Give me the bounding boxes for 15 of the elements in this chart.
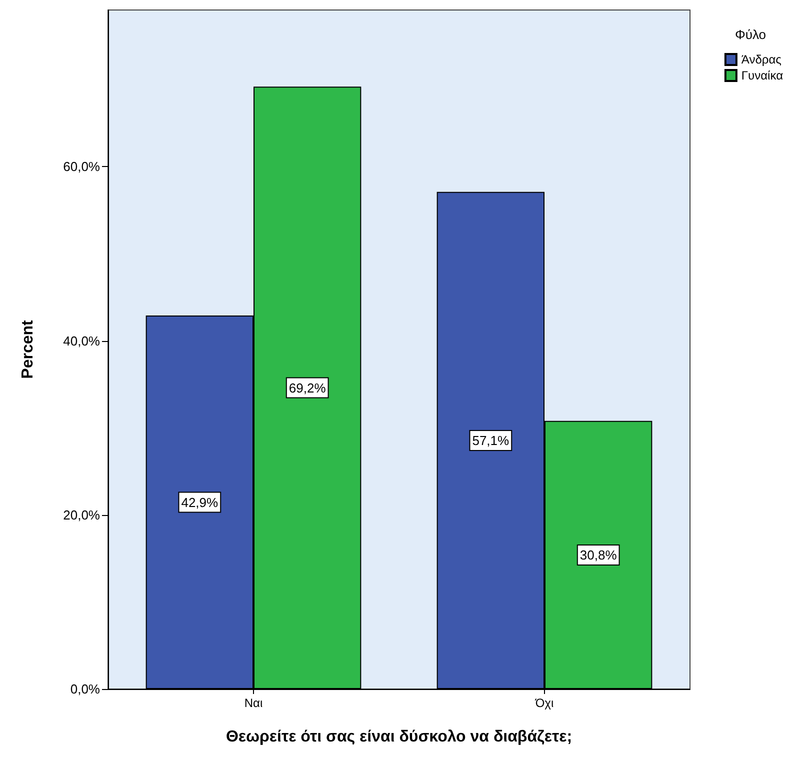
data-label: 30,8% bbox=[580, 547, 618, 562]
y-tick-label: 60,0% bbox=[63, 159, 100, 174]
legend-label: Γυναίκα bbox=[741, 68, 784, 82]
legend-label: Άνδρας bbox=[741, 52, 782, 66]
y-tick-label: 40,0% bbox=[63, 333, 100, 348]
y-tick-label: 20,0% bbox=[63, 507, 100, 522]
x-tick-label: Ναι bbox=[244, 696, 263, 710]
x-tick-label: Όχι bbox=[534, 696, 554, 710]
y-axis-title: Percent bbox=[20, 319, 36, 379]
legend-title: Φύλο bbox=[734, 27, 766, 42]
x-axis-title: Θεωρείτε ότι σας είναι δύσκολο να διαβάζετε; bbox=[226, 728, 572, 746]
data-label: 69,2% bbox=[288, 380, 326, 396]
data-label: 57,1% bbox=[472, 432, 510, 448]
data-label: 42,9% bbox=[181, 494, 219, 510]
y-tick-label: 0,0% bbox=[70, 682, 100, 696]
